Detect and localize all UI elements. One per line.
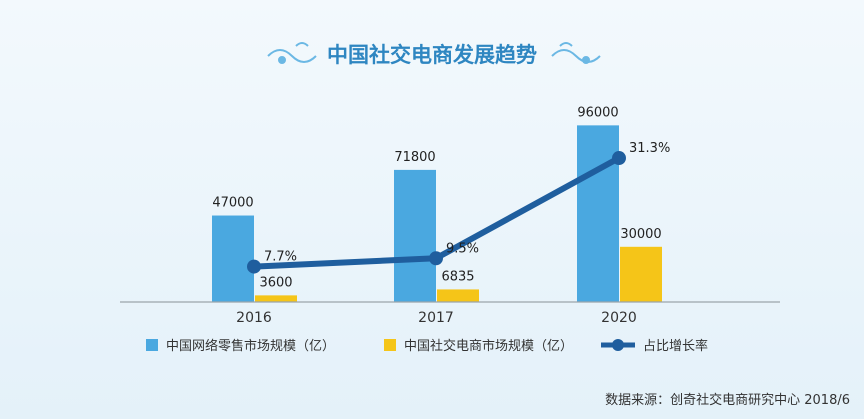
legend-swatch-1 — [384, 339, 396, 351]
growth-point-2020 — [612, 151, 626, 166]
legend-label-0: 中国网络零售市场规模（亿） — [166, 338, 335, 354]
bar-social-2017 — [437, 289, 479, 302]
title-ornament-left — [267, 42, 317, 64]
growth-point-2016 — [247, 259, 261, 274]
bar-retail-2016 — [212, 215, 254, 302]
growth-point-2017 — [429, 251, 443, 266]
bar-retail-2020 — [577, 125, 619, 302]
legend-marker-2 — [612, 339, 624, 351]
bar-social-2016 — [255, 295, 297, 302]
legend-label-1: 中国社交电商市场规模（亿） — [404, 338, 573, 354]
bar-label-retail-2017: 71800 — [394, 150, 435, 165]
growth-label-2020: 31.3% — [629, 141, 670, 156]
data-labels-layer: 47000 3600 71800 6835 96000 30000 7.7% 9.5% 31.3… — [212, 105, 670, 290]
bar-label-retail-2020: 96000 — [577, 105, 618, 120]
legend-swatch-0 — [146, 339, 158, 351]
title-ornament-right — [551, 42, 601, 64]
x-tick-2017: 2017 — [418, 310, 454, 326]
bar-label-retail-2016: 47000 — [212, 196, 253, 211]
x-tick-2016: 2016 — [236, 310, 272, 326]
bars-layer — [212, 125, 662, 302]
legend-label-2: 占比增长率 — [643, 338, 708, 354]
growth-label-2016: 7.7% — [264, 250, 297, 265]
chart-title: 中国社交电商发展趋势 — [327, 43, 537, 67]
bar-label-social-2017: 6835 — [441, 269, 474, 284]
growth-label-2017: 9.5% — [446, 241, 479, 256]
bar-social-2020 — [620, 246, 662, 302]
bar-retail-2017 — [394, 169, 436, 302]
x-tick-layer: 2016 2017 2020 — [236, 310, 637, 326]
line-layer — [247, 151, 626, 274]
source-note: 数据来源：创奇社交电商研究中心 2018/6 — [605, 392, 850, 408]
bar-label-social-2020: 30000 — [620, 227, 661, 242]
bar-label-social-2016: 3600 — [259, 275, 292, 290]
x-tick-2020: 2020 — [601, 310, 637, 326]
legend: 中国网络零售市场规模（亿） 中国社交电商市场规模（亿） 占比增长率 — [146, 338, 708, 354]
